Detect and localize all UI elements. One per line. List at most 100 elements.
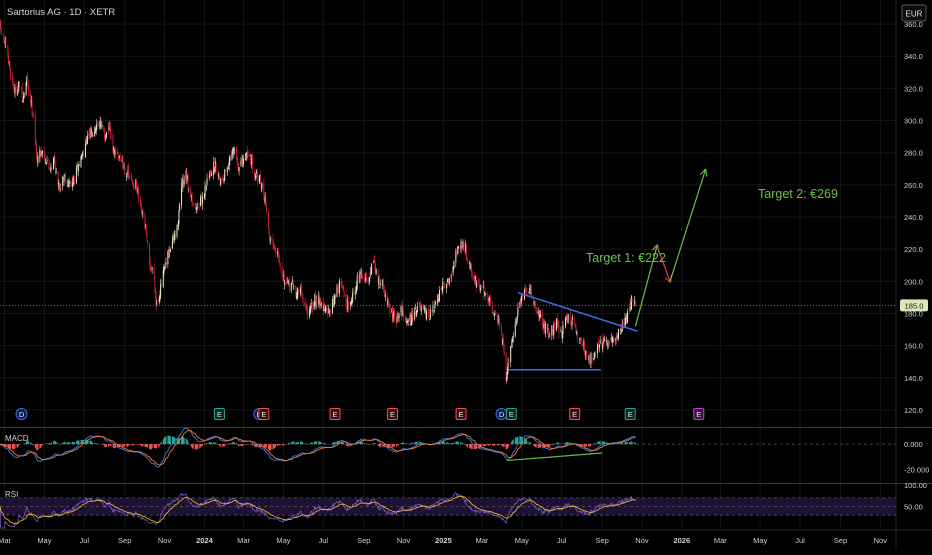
candle-body	[241, 158, 243, 164]
macd-line[interactable]	[0, 427, 636, 468]
candle-body	[620, 326, 622, 333]
candle-body	[146, 233, 148, 238]
currency-button[interactable]: EUR	[901, 4, 927, 22]
candle-body	[128, 175, 130, 178]
macd-signal-line[interactable]	[0, 429, 636, 466]
candle	[626, 315, 628, 323]
candle-body	[209, 172, 211, 178]
candle-body	[223, 179, 225, 180]
projection-leg-3[interactable]	[669, 170, 705, 282]
candle	[26, 75, 28, 87]
candle-body	[437, 295, 439, 303]
candle	[583, 339, 585, 356]
candle-body	[459, 246, 461, 251]
marker-shape	[693, 408, 705, 420]
last-price-badge[interactable]	[900, 299, 928, 312]
candle	[277, 247, 279, 258]
earnings-marker[interactable]: E	[213, 408, 225, 420]
candle-body	[382, 280, 384, 289]
candle-body	[139, 198, 141, 204]
candle-body	[153, 268, 155, 275]
rsi-pane[interactable]: 50.00 100.00	[0, 481, 927, 529]
candle	[331, 298, 333, 315]
price-axis[interactable]: 120.0 140.0 160.0 180.0 200.0 220.0 240.0 260.0…	[900, 20, 928, 415]
price-pane[interactable]: DEDEEEEDEEEE	[0, 19, 896, 420]
chart-title: Sartorius AG · 1D · XETR	[7, 7, 115, 18]
candle	[497, 314, 499, 327]
candle	[171, 236, 173, 250]
earnings-marker[interactable]: E	[329, 408, 341, 420]
earnings-marker[interactable]: E	[569, 408, 581, 420]
candle	[570, 321, 572, 329]
candle	[273, 244, 275, 251]
candle	[613, 336, 615, 345]
candle-body	[167, 250, 169, 256]
candle-body	[34, 113, 36, 143]
rsi-line[interactable]	[0, 491, 636, 529]
candle-body	[529, 289, 531, 292]
candle-body	[324, 308, 326, 311]
time-tick: Jul	[795, 536, 805, 545]
candle	[141, 210, 143, 218]
candle	[589, 361, 591, 368]
candle-body	[231, 155, 233, 157]
candle	[364, 276, 366, 282]
marker-shape	[624, 408, 636, 420]
candle	[7, 45, 9, 59]
candle-body	[612, 337, 614, 342]
candle-body	[498, 317, 500, 323]
candle-body	[296, 293, 298, 299]
candle	[519, 301, 521, 308]
candle	[585, 350, 587, 360]
candle	[220, 177, 222, 187]
candle-body	[346, 299, 348, 310]
candle	[174, 230, 176, 241]
dividend-marker[interactable]: D	[495, 408, 508, 420]
projection-leg-1[interactable]	[634, 246, 657, 327]
candle	[563, 326, 565, 330]
candle-body	[400, 306, 402, 313]
candle	[114, 148, 116, 159]
candle	[301, 281, 303, 297]
candle-body	[629, 303, 631, 311]
earnings-marker[interactable]: E	[386, 408, 398, 420]
candle	[570, 319, 572, 329]
candle-body	[0, 21, 2, 29]
candle	[291, 280, 293, 285]
candle	[379, 285, 381, 289]
macd-pane[interactable]: 0.000 -20.000	[0, 427, 929, 474]
candle-body	[521, 295, 523, 298]
candle	[584, 351, 586, 359]
candle-body	[162, 270, 164, 287]
candle-body	[517, 307, 519, 316]
candle	[359, 269, 361, 284]
resistance-trendline[interactable]	[517, 291, 638, 332]
time-axis[interactable]: Mar May Jul Sep Nov 2024 Mar May Jul Sep Nov 2025 Ma…	[0, 536, 887, 545]
candle	[199, 194, 201, 207]
candle-body	[407, 319, 409, 323]
candle-body	[99, 120, 101, 128]
earnings-marker[interactable]: E	[455, 408, 467, 420]
candle-body	[167, 251, 169, 265]
earnings-marker[interactable]: E	[505, 408, 517, 420]
candle	[107, 129, 109, 135]
candle-body	[11, 75, 13, 80]
earnings-marker[interactable]: E	[258, 408, 270, 420]
candle	[356, 272, 358, 291]
rsi-ma-line[interactable]	[0, 495, 636, 525]
earnings-marker[interactable]: E	[693, 408, 705, 420]
candle-body	[103, 131, 105, 139]
candle-body	[491, 305, 493, 311]
macd-divergence-line[interactable]	[506, 452, 603, 462]
candle-body	[96, 123, 98, 130]
candle-body	[334, 295, 336, 299]
candle-body	[185, 171, 187, 180]
earnings-marker[interactable]: E	[624, 408, 636, 420]
projection-leg-2[interactable]	[656, 245, 670, 281]
candle	[135, 179, 137, 193]
dividend-marker[interactable]: D	[15, 408, 28, 420]
marker-shape	[505, 408, 517, 420]
candle-body	[169, 249, 171, 252]
candle	[395, 318, 397, 329]
